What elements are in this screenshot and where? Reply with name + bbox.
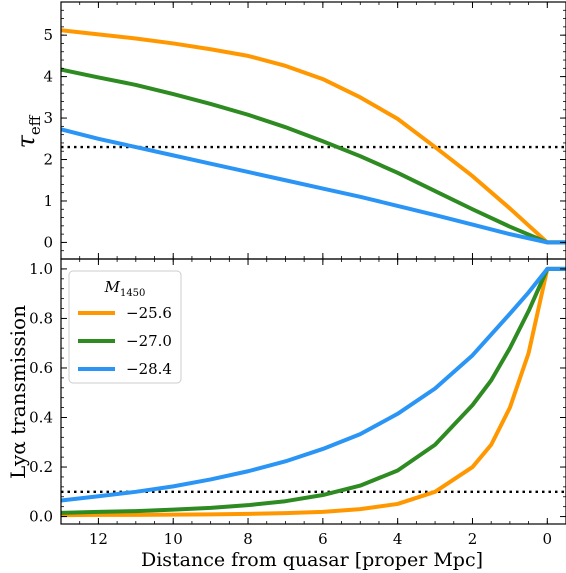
top-y-axis-label: τeff bbox=[12, 114, 44, 148]
bottom-y-tick-label: 0.6 bbox=[29, 359, 53, 377]
bottom-x-tick-label: 0 bbox=[543, 530, 553, 548]
legend-entries: −25.6 −27.0 −28.4 bbox=[78, 304, 172, 378]
top-series-line-2 bbox=[61, 67, 566, 245]
legend-title-main: M bbox=[104, 278, 121, 296]
bottom-y-tick-label: 0.4 bbox=[29, 409, 53, 427]
top-y-tick-label: 2 bbox=[43, 151, 53, 169]
bottom-y-tick-label: 0.0 bbox=[29, 508, 53, 526]
x-axis-label: Distance from quasar [proper Mpc] bbox=[141, 549, 483, 571]
top-y-axis-label-sub: eff bbox=[26, 114, 44, 135]
top-y-tick-label: 4 bbox=[43, 68, 53, 86]
bottom-x-tick-label: 6 bbox=[318, 530, 328, 548]
top-y-tick-label: 3 bbox=[43, 109, 53, 127]
legend-label-1: −25.6 bbox=[126, 304, 172, 322]
bottom-x-tick-label: 2 bbox=[468, 530, 478, 548]
top-series-line-1 bbox=[61, 28, 566, 245]
bottom-x-tick-label: 4 bbox=[393, 530, 403, 548]
top-y-tick-label: 0 bbox=[43, 233, 53, 251]
bottom-y-tick-label: 0.2 bbox=[29, 458, 53, 476]
bottom-series-line-3 bbox=[61, 266, 566, 503]
bottom-y-axis-label: Lyα transmission bbox=[6, 305, 30, 479]
legend-title: M1450 bbox=[104, 278, 146, 299]
bottom-axes-frame bbox=[60, 258, 566, 525]
bottom-y-tick-label: 0.8 bbox=[29, 309, 53, 327]
bottom-series-line-2 bbox=[61, 266, 566, 515]
bottom-y-tick-label: 1.0 bbox=[29, 260, 53, 278]
top-panel: 0 1 2 3 4 5 bbox=[43, 1, 566, 260]
legend-box bbox=[68, 270, 182, 384]
bottom-x-tick-label: 8 bbox=[243, 530, 253, 548]
bottom-x-tick-label: 10 bbox=[164, 530, 183, 548]
legend-label-2: −27.0 bbox=[126, 332, 172, 350]
bottom-series-line-1 bbox=[61, 266, 566, 518]
legend-title-sub: 1450 bbox=[120, 288, 145, 299]
bottom-panel: 0.0 0.2 0.4 0.6 0.8 1.0 12 10 8 6 4 2 0 bbox=[29, 258, 566, 548]
legend: M1450 −25.6 −27.0 −28.4 bbox=[68, 270, 182, 384]
bottom-x-tick-label: 12 bbox=[89, 530, 108, 548]
top-y-axis-label-main: τ bbox=[12, 134, 40, 148]
legend-label-3: −28.4 bbox=[126, 360, 172, 378]
top-y-tick-label: 1 bbox=[43, 192, 53, 210]
top-y-tick-label: 5 bbox=[43, 26, 53, 44]
top-series-line-3 bbox=[61, 127, 566, 245]
